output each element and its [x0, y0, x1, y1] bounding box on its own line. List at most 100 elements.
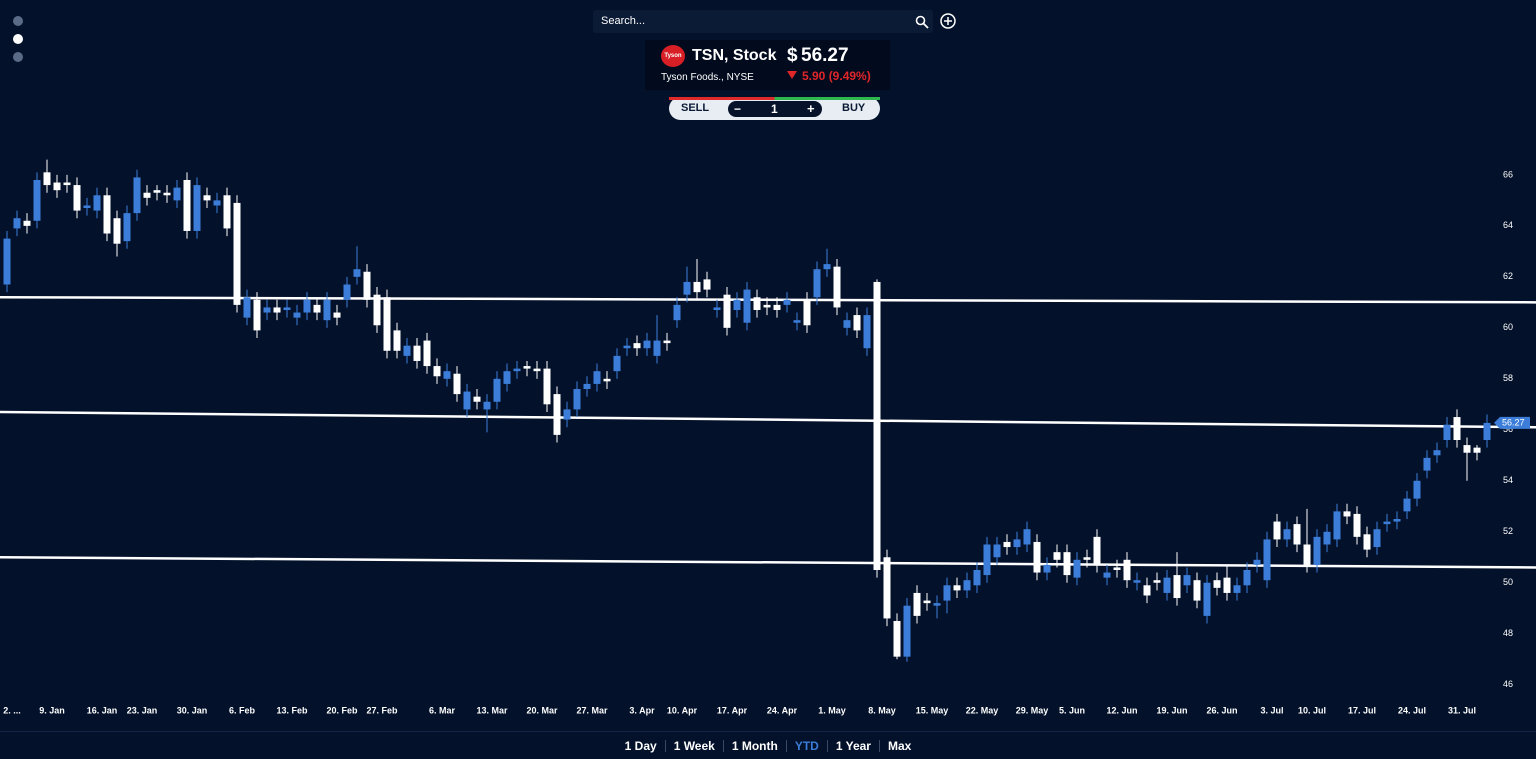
x-tick-label: 27. Mar [576, 705, 608, 715]
x-tick-label: 23. Jan [127, 705, 158, 715]
x-tick-label: 31. Jul [1448, 705, 1476, 715]
candle-body [333, 312, 341, 318]
y-tick-label: 48 [1503, 628, 1513, 638]
candle-body [63, 182, 71, 186]
range-button[interactable]: 1 Week [673, 739, 715, 753]
candle-body [853, 315, 861, 331]
candle-body [933, 603, 941, 606]
candle-body [73, 185, 81, 211]
x-tick-label: 17. Apr [717, 705, 748, 715]
candle-body [1433, 450, 1441, 456]
candle-body [93, 195, 101, 211]
x-tick-label: 29. May [1016, 705, 1049, 715]
candle-body [763, 304, 771, 308]
candle-body [823, 264, 831, 270]
x-tick-label: 10. Jul [1298, 705, 1326, 715]
y-tick-label: 54 [1503, 475, 1513, 485]
candle-body [403, 345, 411, 356]
candle-body [773, 304, 781, 310]
candle-body [253, 299, 261, 331]
logo: Tyson [661, 45, 685, 67]
x-tick-label: 3. Apr [629, 705, 655, 715]
candle-body [843, 320, 851, 328]
candle-body [423, 340, 431, 367]
range-button[interactable]: 1 Year [835, 739, 871, 753]
candle-body [1343, 511, 1351, 517]
candle-body [273, 307, 281, 313]
candle-body [653, 340, 661, 356]
x-tick-label: 13. Mar [476, 705, 508, 715]
candle-body [363, 271, 371, 300]
separator [785, 740, 787, 752]
candle-body [703, 279, 711, 290]
candle-body [13, 218, 21, 229]
candle-body [343, 284, 351, 300]
x-tick-label: 24. Jul [1398, 705, 1426, 715]
candle-body [563, 409, 571, 420]
x-tick-label: 12. Jun [1106, 705, 1137, 715]
candle-body [1123, 559, 1131, 581]
candle-body [923, 600, 931, 604]
tool-icon[interactable] [13, 52, 23, 62]
candle-body [623, 345, 631, 349]
candle-body [903, 605, 911, 657]
candle-body [133, 177, 141, 214]
candle-body [223, 195, 231, 229]
x-tick-label: 30. Jan [177, 705, 208, 715]
candle-body [433, 366, 441, 377]
candle-body [1243, 569, 1251, 586]
range-button[interactable]: 1 Day [624, 739, 657, 753]
logo-text: Tyson [664, 53, 682, 59]
x-tick-label: 9. Jan [39, 705, 65, 715]
last-price-marker [1494, 416, 1530, 429]
x-tick-label: 2. ... [3, 705, 21, 715]
candle-body [1323, 531, 1331, 545]
candle-body [1413, 480, 1421, 499]
candle-body [213, 200, 221, 206]
candle-body [873, 281, 881, 570]
candle-body [153, 190, 161, 193]
quantity-box: − 1 + [728, 101, 822, 117]
candle-body [543, 368, 551, 405]
search-box[interactable]: Search... [593, 10, 933, 33]
candle-body [803, 299, 811, 326]
candle-body [1383, 521, 1391, 525]
quantity[interactable]: 1 [771, 102, 778, 116]
candle-body [1093, 536, 1101, 565]
trendline [0, 556, 1536, 569]
candle-body [613, 355, 621, 372]
range-button[interactable]: Max [887, 739, 912, 753]
separator [722, 740, 724, 752]
y-tick-label: 64 [1503, 220, 1513, 230]
buy-button[interactable]: BUY [842, 102, 866, 114]
plus-button[interactable]: + [807, 101, 815, 116]
candle-body [833, 266, 841, 308]
range-button[interactable]: YTD [794, 739, 819, 753]
candle-body [913, 592, 921, 616]
tool-icon[interactable] [13, 16, 23, 26]
x-tick-label: 8. May [868, 705, 896, 715]
candle-body [1463, 445, 1471, 453]
candle-body [733, 299, 741, 310]
trade-widget: SELL − 1 + BUY [669, 97, 880, 120]
candle-body [573, 389, 581, 410]
sell-button[interactable]: SELL [681, 102, 710, 114]
candle-body [673, 304, 681, 321]
candle-body [3, 238, 11, 285]
search-placeholder: Search... [601, 15, 646, 27]
candle-body [503, 371, 511, 384]
range-button[interactable]: 1 Month [731, 739, 778, 753]
tool-icon[interactable] [13, 34, 23, 44]
candle-body [43, 172, 51, 186]
candle-body [373, 294, 381, 326]
minus-button[interactable]: − [734, 102, 742, 116]
candle-body [1033, 541, 1041, 573]
candle-body [193, 185, 201, 231]
add-button[interactable] [939, 12, 957, 30]
y-tick-label: 46 [1503, 679, 1513, 689]
candle-body [283, 307, 291, 310]
currency: $ [787, 45, 798, 66]
candle-body [1073, 559, 1081, 578]
candle-body [1283, 529, 1291, 540]
search-icon[interactable] [915, 15, 929, 29]
